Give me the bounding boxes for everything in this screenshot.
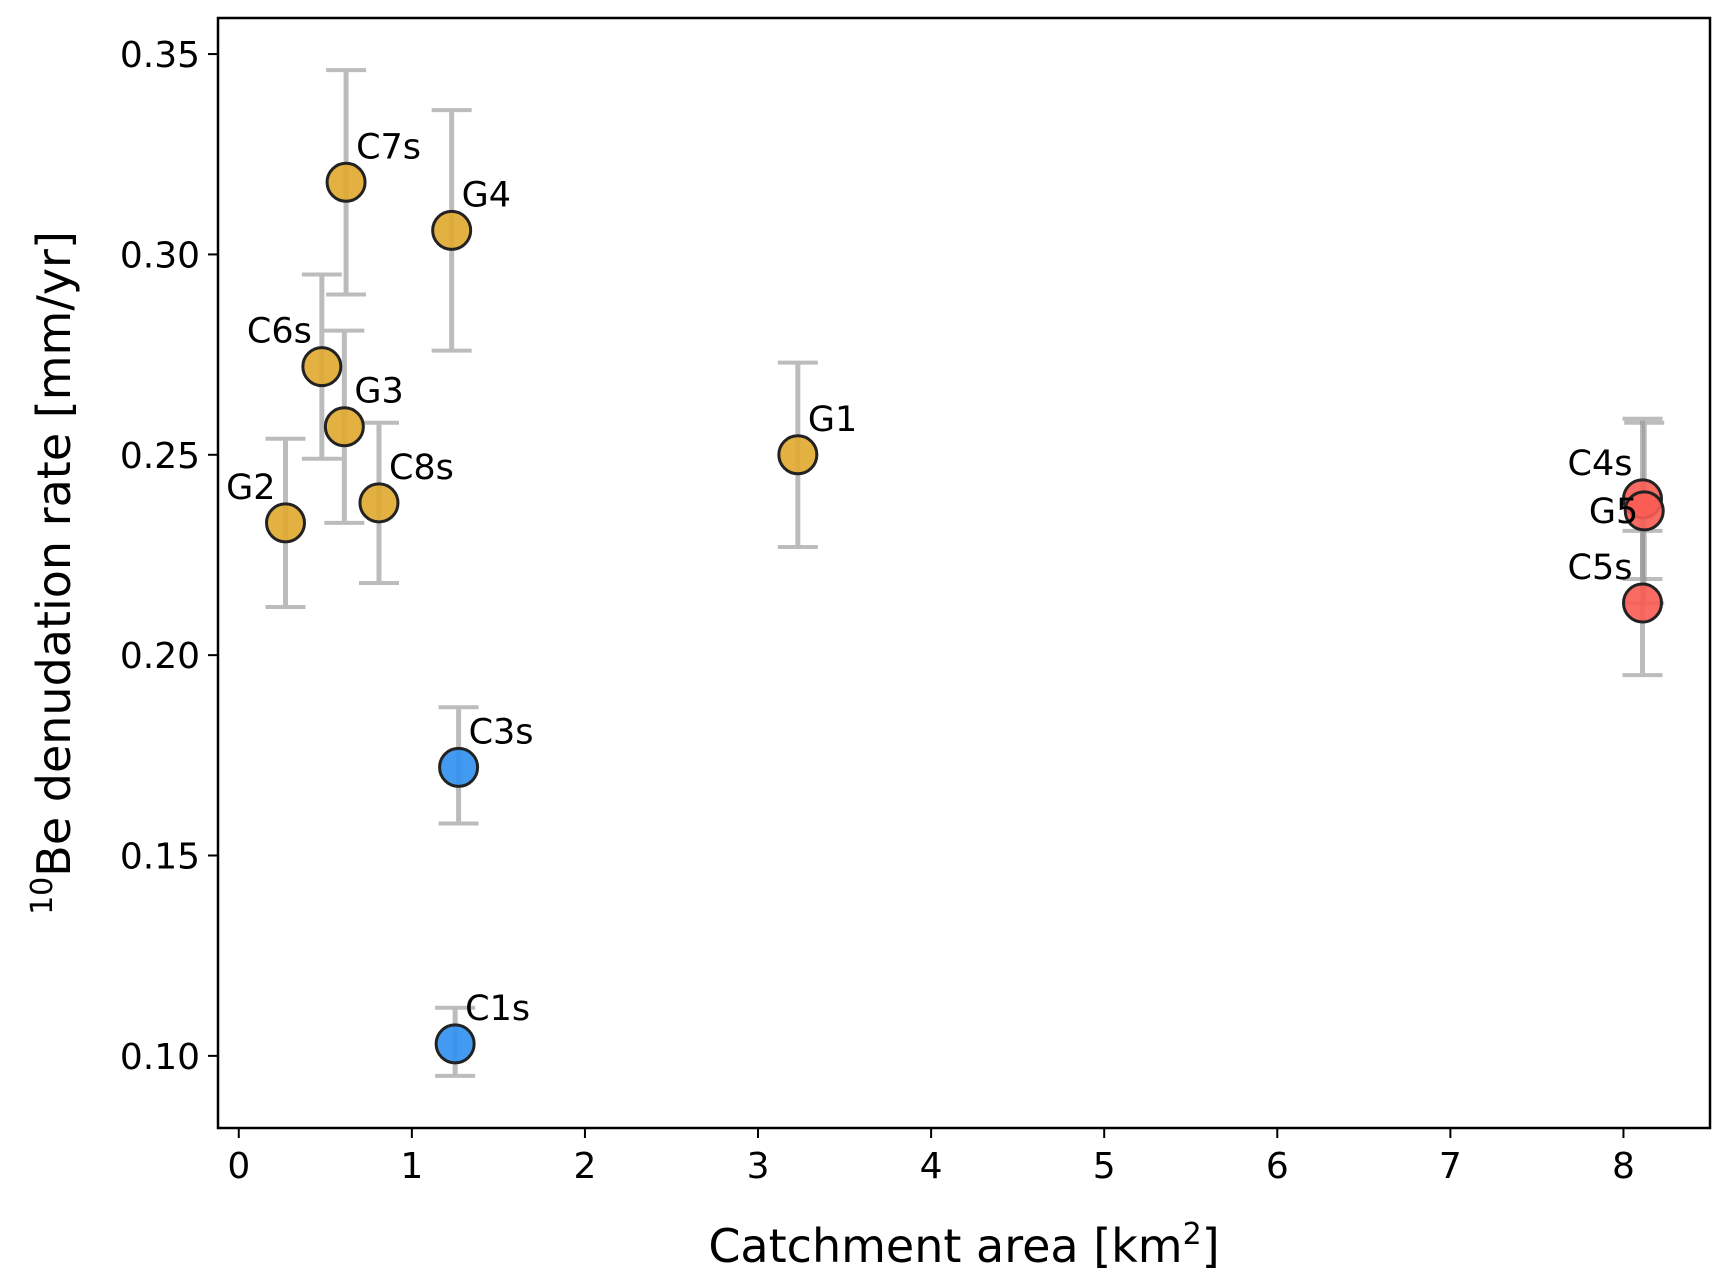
data-point [438,746,480,788]
x-axis-label-superscript: 2 [1183,1217,1202,1252]
point-label: C7s [356,127,421,167]
point-layer [265,161,1665,1065]
point-label: C6s [247,312,312,352]
x-tick-label: 4 [920,1146,943,1187]
point-label: G2 [226,468,275,508]
y-axis-label: 10Be denudation rate [mm/yr] [25,231,81,915]
x-tick-label: 7 [1439,1146,1462,1187]
point-label: G4 [462,175,511,215]
point-label-layer: G2 C6s G3 C7s C8s G4 C1s C3s G1 C4s G5 C5s [226,127,1638,1029]
point-label: C8s [389,448,454,488]
x-tick-label: 1 [400,1146,423,1187]
point-label: C3s [469,712,534,752]
y-tick-label: 0.10 [120,1037,200,1078]
data-point [265,502,307,544]
data-point [434,1023,476,1065]
point-label: G1 [808,400,857,440]
x-axis-label-end: ] [1202,1219,1220,1273]
point-label: C4s [1568,444,1633,484]
errorbar-layer [265,68,1665,1078]
x-tick-label: 2 [573,1146,596,1187]
data-point [431,209,473,251]
y-tick-label: 0.25 [120,436,200,477]
point-label: G5 [1589,492,1638,532]
point-label: G3 [354,372,403,412]
data-point [301,346,343,388]
data-point [777,434,819,476]
x-tick-label: 8 [1612,1146,1635,1187]
x-axis-label-main: Catchment area [km [708,1219,1182,1273]
data-point [358,482,400,524]
x-tick-label: 3 [747,1146,770,1187]
data-point [1623,490,1665,532]
x-tick-label: 6 [1266,1146,1289,1187]
y-tick-label: 0.20 [120,636,200,677]
data-point [323,406,365,448]
point-label: C1s [465,989,530,1029]
y-axis-label-main: Be denudation rate [mm/yr] [27,231,81,877]
y-tick-label: 0.30 [120,235,200,276]
data-point [1621,582,1663,624]
plot-frame [216,16,1712,1130]
y-axis-label-superscript: 10 [25,877,60,915]
x-tick-label: 5 [1093,1146,1116,1187]
y-tick-label: 0.15 [120,837,200,878]
x-axis-label: Catchment area [km2] [708,1217,1219,1273]
x-tick-label: 0 [227,1146,250,1187]
point-label: C5s [1568,548,1633,588]
y-axis-ticks: 0.10 0.15 0.20 0.25 0.30 0.35 [120,35,218,1078]
x-axis-ticks: 0 1 2 3 4 5 6 7 8 [227,1128,1635,1187]
data-point [325,161,367,203]
y-tick-label: 0.35 [120,35,200,76]
